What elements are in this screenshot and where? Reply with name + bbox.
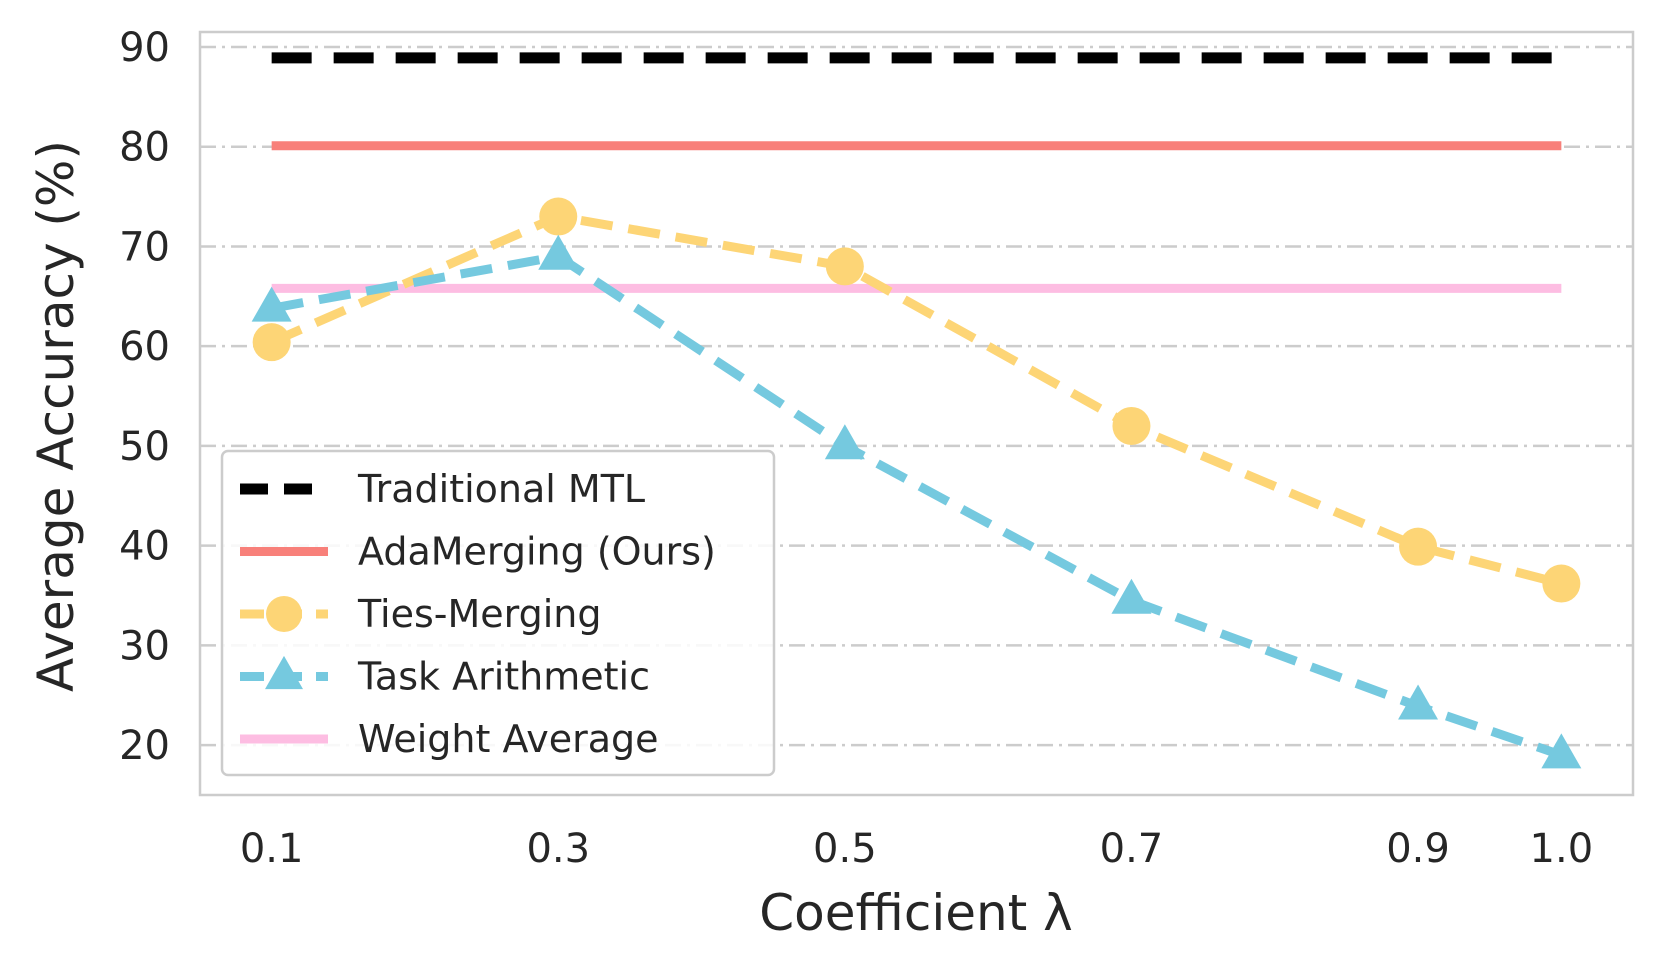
data-point-task-arithmetic bbox=[824, 424, 865, 460]
y-tick-label-50: 50 bbox=[119, 424, 170, 470]
series-line-task-arithmetic bbox=[270, 251, 1563, 760]
y-tick-label-40: 40 bbox=[119, 524, 170, 570]
data-point-task-arithmetic bbox=[1398, 684, 1439, 720]
data-point-task-arithmetic bbox=[1111, 578, 1152, 614]
x-tick-label-0.9: 0.9 bbox=[1386, 826, 1450, 872]
data-point-ties-merging bbox=[1112, 406, 1151, 445]
y-tick-label-20: 20 bbox=[119, 723, 170, 769]
data-point-ties-merging bbox=[252, 323, 291, 362]
y-tick-label-90: 90 bbox=[119, 25, 170, 71]
legend-label-task-arithmetic: Task Arithmetic bbox=[357, 655, 650, 699]
legend-entry-ties-merging: Ties-Merging bbox=[240, 592, 602, 636]
legend-entry-weight-average: Weight Average bbox=[240, 717, 659, 761]
series-ties-merging bbox=[252, 197, 1581, 603]
y-tick-label-80: 80 bbox=[119, 125, 170, 171]
legend-label-traditional-mtl: Traditional MTL bbox=[357, 467, 645, 511]
data-point-task-arithmetic bbox=[1541, 733, 1582, 769]
data-point-ties-merging bbox=[1542, 564, 1581, 603]
legend-label-weight-average: Weight Average bbox=[358, 717, 659, 761]
plot-frame bbox=[198, 30, 1635, 797]
data-point-task-arithmetic bbox=[251, 286, 292, 322]
series-task-arithmetic bbox=[251, 234, 1582, 769]
y-tick-labels: 20 30 40 50 60 70 80 90 bbox=[119, 25, 170, 769]
legend-marker-ties-merging bbox=[266, 596, 302, 632]
data-point-ties-merging bbox=[1399, 527, 1438, 566]
legend-entry-adamerging-ours: AdaMerging (Ours) bbox=[240, 530, 716, 574]
legend-entries: Traditional MTL AdaMerging (Ours) Ties-Mer… bbox=[240, 467, 716, 761]
series-layer bbox=[251, 52, 1582, 769]
y-tick-label-70: 70 bbox=[119, 224, 170, 270]
y-axis-title: Average Accuracy (%) bbox=[27, 140, 85, 692]
x-tick-label-0.1: 0.1 bbox=[240, 826, 304, 872]
legend-entry-traditional-mtl: Traditional MTL bbox=[240, 467, 645, 511]
legend: Traditional MTL AdaMerging (Ours) Ties-Mer… bbox=[220, 449, 776, 777]
y-tick-label-30: 30 bbox=[119, 623, 170, 669]
data-point-ties-merging bbox=[539, 197, 578, 236]
legend-label-ties-merging: Ties-Merging bbox=[357, 592, 602, 636]
data-point-task-arithmetic bbox=[538, 234, 579, 270]
legend-label-adamerging-ours: AdaMerging (Ours) bbox=[358, 530, 716, 574]
legend-box bbox=[220, 449, 776, 777]
legend-entry-task-arithmetic: Task Arithmetic bbox=[240, 655, 650, 699]
legend-marker-task-arithmetic bbox=[265, 655, 303, 690]
series-line-ties-merging bbox=[269, 211, 1563, 588]
y-tick-label-60: 60 bbox=[119, 324, 170, 370]
data-point-ties-merging bbox=[825, 247, 864, 286]
x-tick-label-0.7: 0.7 bbox=[1100, 826, 1164, 872]
x-axis-title: Coefficient λ bbox=[759, 884, 1073, 942]
x-tick-labels: 0.1 0.3 0.5 0.7 0.9 1.0 bbox=[240, 826, 1593, 872]
x-tick-label-0.5: 0.5 bbox=[813, 826, 877, 872]
x-tick-label-1.0: 1.0 bbox=[1530, 826, 1594, 872]
x-tick-label-0.3: 0.3 bbox=[526, 826, 590, 872]
